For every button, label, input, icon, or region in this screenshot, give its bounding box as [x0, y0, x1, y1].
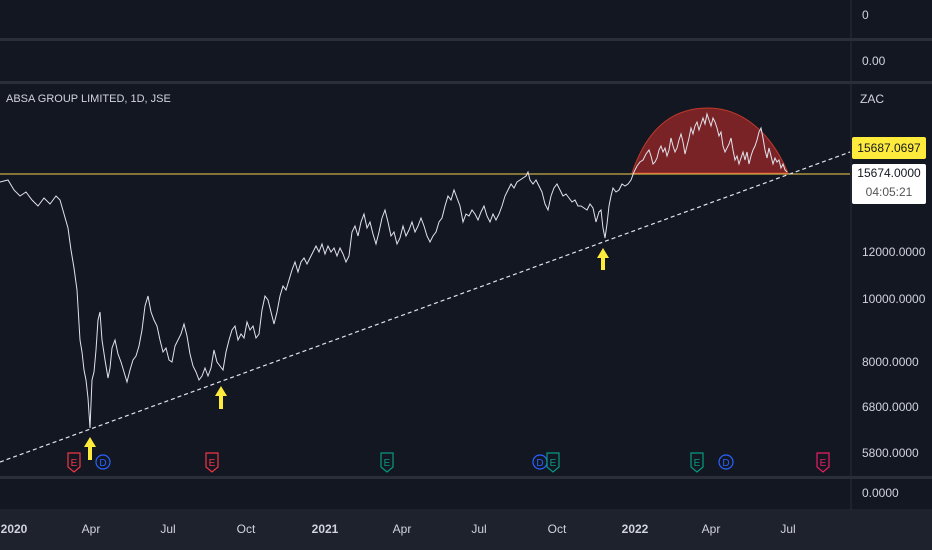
up-arrow: [597, 248, 609, 270]
level-price-tag[interactable]: 15687.0697: [852, 137, 926, 159]
price-axis-label: 8000.0000: [862, 355, 919, 369]
time-axis-label: 2022: [621, 522, 649, 536]
currency-label: ZAC: [860, 92, 884, 106]
bar-countdown: 04:05:21: [865, 185, 913, 199]
event-marker-label: D: [99, 458, 106, 469]
support-trendline: [0, 151, 851, 463]
event-marker-label: E: [820, 458, 827, 469]
price-line: [0, 112, 788, 429]
bottom-indicator-pane[interactable]: [0, 479, 932, 509]
price-axis-label: 5800.0000: [862, 446, 919, 460]
time-axis-label: Jul: [471, 522, 487, 536]
up-arrow: [215, 386, 227, 409]
pane-separator[interactable]: [0, 476, 932, 479]
time-axis-label: Oct: [547, 522, 567, 536]
pane-separator[interactable]: [0, 38, 932, 41]
event-marker-label: E: [384, 458, 391, 469]
time-axis-label: 2021: [311, 522, 339, 536]
earnings-event-marker[interactable]: E: [380, 452, 394, 473]
time-axis-label: 2020: [0, 522, 28, 536]
time-axis-label: Apr: [81, 522, 101, 536]
last-price-box[interactable]: 15674.0000 04:05:21: [852, 164, 926, 204]
up-arrow: [84, 437, 96, 460]
last-close-price: 15674.0000: [857, 166, 921, 180]
top-pane-value: 0: [862, 8, 869, 22]
main-price-pane[interactable]: [0, 84, 932, 476]
bottom-pane-value: 0.0000: [862, 486, 899, 500]
price-axis-label: 12000.0000: [862, 245, 926, 259]
event-marker-label: D: [536, 458, 543, 469]
price-axis-label: 10000.0000: [862, 292, 926, 306]
dividend-event-marker[interactable]: D: [95, 454, 111, 470]
rounded-top-shape: [631, 107, 789, 174]
dividend-event-marker[interactable]: D: [532, 454, 548, 470]
price-axis-label: 6800.0000: [862, 400, 919, 414]
earnings-event-marker[interactable]: E: [546, 452, 560, 473]
time-axis-label: Jul: [160, 522, 176, 536]
time-axis-label: Apr: [701, 522, 721, 536]
earnings-event-marker[interactable]: E: [205, 452, 219, 473]
event-marker-label: E: [694, 458, 701, 469]
event-marker-label: D: [722, 458, 729, 469]
symbol-legend[interactable]: ABSA GROUP LIMITED, 1D, JSE: [6, 93, 171, 105]
time-axis-label: Apr: [392, 522, 412, 536]
event-marker-label: E: [550, 458, 557, 469]
earnings-event-marker[interactable]: E: [690, 452, 704, 473]
dividend-event-marker[interactable]: D: [718, 454, 734, 470]
time-axis-label: Oct: [236, 522, 256, 536]
middle-indicator-pane[interactable]: [0, 41, 932, 81]
earnings-event-marker[interactable]: E: [816, 452, 830, 473]
event-marker-label: E: [71, 458, 78, 469]
top-indicator-pane[interactable]: [0, 0, 932, 38]
earnings-event-marker[interactable]: E: [67, 452, 81, 473]
mid-pane-value: 0.00: [862, 54, 886, 68]
pane-separator[interactable]: [0, 81, 932, 84]
time-axis-label: Jul: [780, 522, 796, 536]
event-marker-label: E: [209, 458, 216, 469]
